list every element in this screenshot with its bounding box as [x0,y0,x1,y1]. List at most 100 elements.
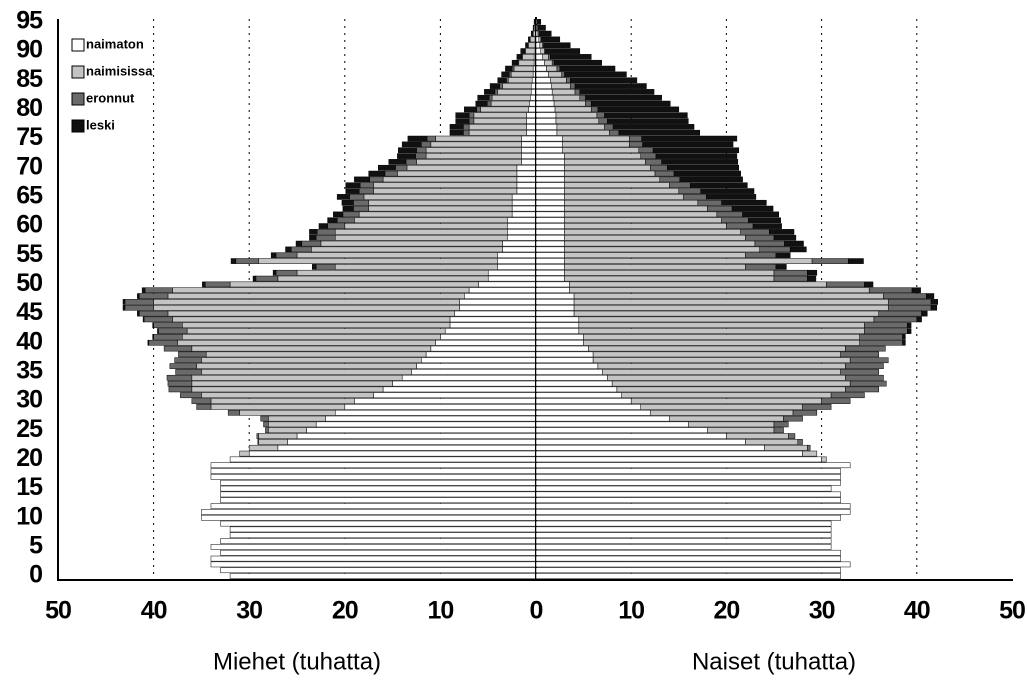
bar-segment [425,153,522,159]
bar-segment [689,182,748,189]
bar-segment [731,205,774,212]
bar-segment [564,153,641,159]
x-axis-title: Miehet (tuhatta) [213,648,381,675]
bar-segment [564,159,646,165]
bar-segment [745,439,799,445]
bar-segment [535,409,651,416]
bar-segment [797,439,803,445]
bar-segment [826,281,865,288]
bar-segment [336,217,355,224]
bar-segment [535,369,603,375]
bar-segment [468,129,527,136]
bar-segment [535,310,575,317]
y-tick-label: 80 [16,94,42,122]
bar-segment [468,124,527,130]
bar-segment [535,520,832,527]
bar-segment [845,386,879,393]
bar-segment [564,252,746,259]
bar-segment [535,234,565,241]
bar-segment [530,30,534,37]
bar-segment [301,240,322,247]
bar-segment [511,205,537,212]
bar-segment [277,444,537,451]
bar-segment [454,310,537,317]
bar-segment [354,217,508,224]
bar-segment [401,141,422,148]
bar-segment [616,386,846,393]
bar-segment [480,106,529,113]
bar-segment [327,223,346,229]
bar-segment [455,112,470,119]
bar-segment [363,194,513,200]
bar-segment [784,240,804,247]
bar-segment [139,310,169,317]
bar-segment [287,439,537,445]
bar-segment [268,421,317,428]
bar-segment [562,147,640,154]
bar-segment [706,194,757,200]
bar-segment [535,240,565,247]
bar-segment [342,205,354,212]
bar-segment [272,269,277,276]
bar-segment [535,433,727,439]
bar-segment [642,141,734,148]
bar-segment [652,147,740,154]
bar-segment [210,468,537,474]
bar-segment [368,205,513,212]
bar-segment [401,374,537,381]
bar-segment [201,509,537,515]
bar-segment [152,334,154,340]
bar-segment [373,182,518,189]
bar-segment [564,176,661,183]
bar-segment [535,106,556,113]
bar-segment [270,252,277,259]
bar-segment [748,217,781,224]
bar-segment [535,549,841,556]
bar-segment [550,54,592,60]
y-tick-label: 0 [29,561,42,589]
bar-segment [535,252,565,259]
bar-segment [792,409,818,416]
bar-segment [773,421,789,428]
bar-segment [604,112,688,119]
bar-segment [473,118,527,124]
bar-segment [316,229,336,235]
bar-segment [535,182,565,189]
bar-segment [535,258,565,264]
bar-segment [811,258,849,264]
bar-segment [535,299,575,305]
bar-segment [618,129,700,136]
bar-segment [564,188,680,194]
bar-segment [239,409,336,416]
bar-segment [325,415,537,422]
bar-segment [229,281,479,288]
bar-segment [354,398,537,404]
bar-segment [564,199,699,206]
bar-segment [573,299,889,305]
x-tick-label: 20 [713,597,739,625]
bar-segment [353,205,369,212]
bar-segment [435,135,522,142]
bar-segment [309,234,317,241]
bar-segment [612,124,695,130]
bar-segment [210,398,355,404]
bar-segment [178,351,207,358]
bar-segment [449,316,537,323]
bar-segment [535,573,841,579]
bar-segment [494,89,499,95]
bar-segment [167,293,465,299]
bar-segment [516,182,537,189]
bar-segment [535,65,547,72]
bar-segment [508,71,512,78]
bar-segment [921,310,928,317]
bar-segment [354,176,370,183]
bar-segment [296,252,499,259]
bar-segment [511,211,537,218]
bar-segment [229,526,537,533]
bar-segment [911,287,921,294]
bar-segment [775,252,791,259]
bar-segment [641,135,738,142]
bar-segment [773,269,808,276]
bar-segment [543,42,571,49]
bar-segment [546,65,558,72]
